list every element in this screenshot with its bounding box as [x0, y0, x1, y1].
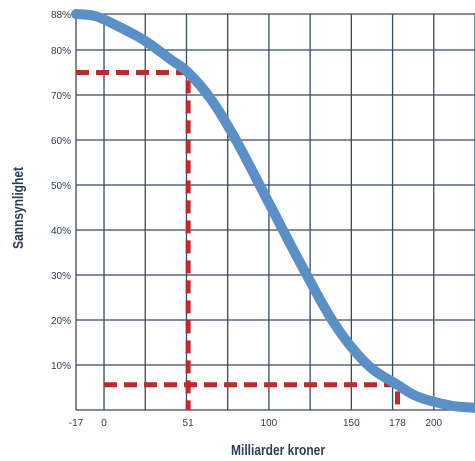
y-tick-label: 30%	[51, 271, 71, 282]
reference-line	[76, 70, 191, 410]
y-tick-label: 88%	[51, 10, 71, 21]
y-tick-label: 20%	[51, 316, 71, 327]
y-tick-labels: 10% 20% 30% 40% 50% 60% 70% 80% 88%	[51, 10, 71, 372]
y-tick-label: 70%	[51, 91, 71, 102]
y-tick-label: 40%	[51, 226, 71, 237]
x-tick-label: 0	[101, 418, 107, 429]
series	[71, 9, 475, 413]
x-tick-label: -17	[69, 418, 84, 429]
reference-line	[104, 382, 401, 410]
series-line	[71, 9, 475, 413]
y-tick-label: 50%	[51, 181, 71, 192]
x-tick-label: 200	[425, 418, 442, 429]
y-axis-title: Sannsynlighet	[10, 167, 27, 249]
x-axis-title: Milliarder kroner	[231, 442, 326, 459]
y-tick-label: 10%	[51, 361, 71, 372]
y-tick-label: 80%	[51, 46, 71, 57]
reference-lines	[76, 70, 401, 410]
x-tick-labels: -17 0 51 100 150 178 200	[69, 418, 443, 429]
x-tick-label: 178	[389, 418, 406, 429]
x-tick-label: 51	[183, 418, 195, 429]
y-tick-label: 60%	[51, 136, 71, 147]
x-tick-label: 100	[261, 418, 278, 429]
x-tick-label: 150	[343, 418, 360, 429]
